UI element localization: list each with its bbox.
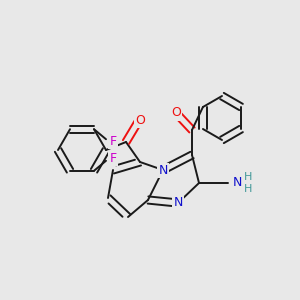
Text: N: N	[173, 196, 183, 209]
Text: N: N	[233, 176, 242, 190]
Text: F: F	[110, 152, 117, 165]
Text: O: O	[171, 106, 181, 119]
Text: H: H	[244, 172, 252, 182]
Text: H: H	[244, 184, 252, 194]
Text: O: O	[135, 113, 145, 127]
Text: F: F	[110, 135, 117, 148]
Text: N: N	[158, 164, 168, 176]
